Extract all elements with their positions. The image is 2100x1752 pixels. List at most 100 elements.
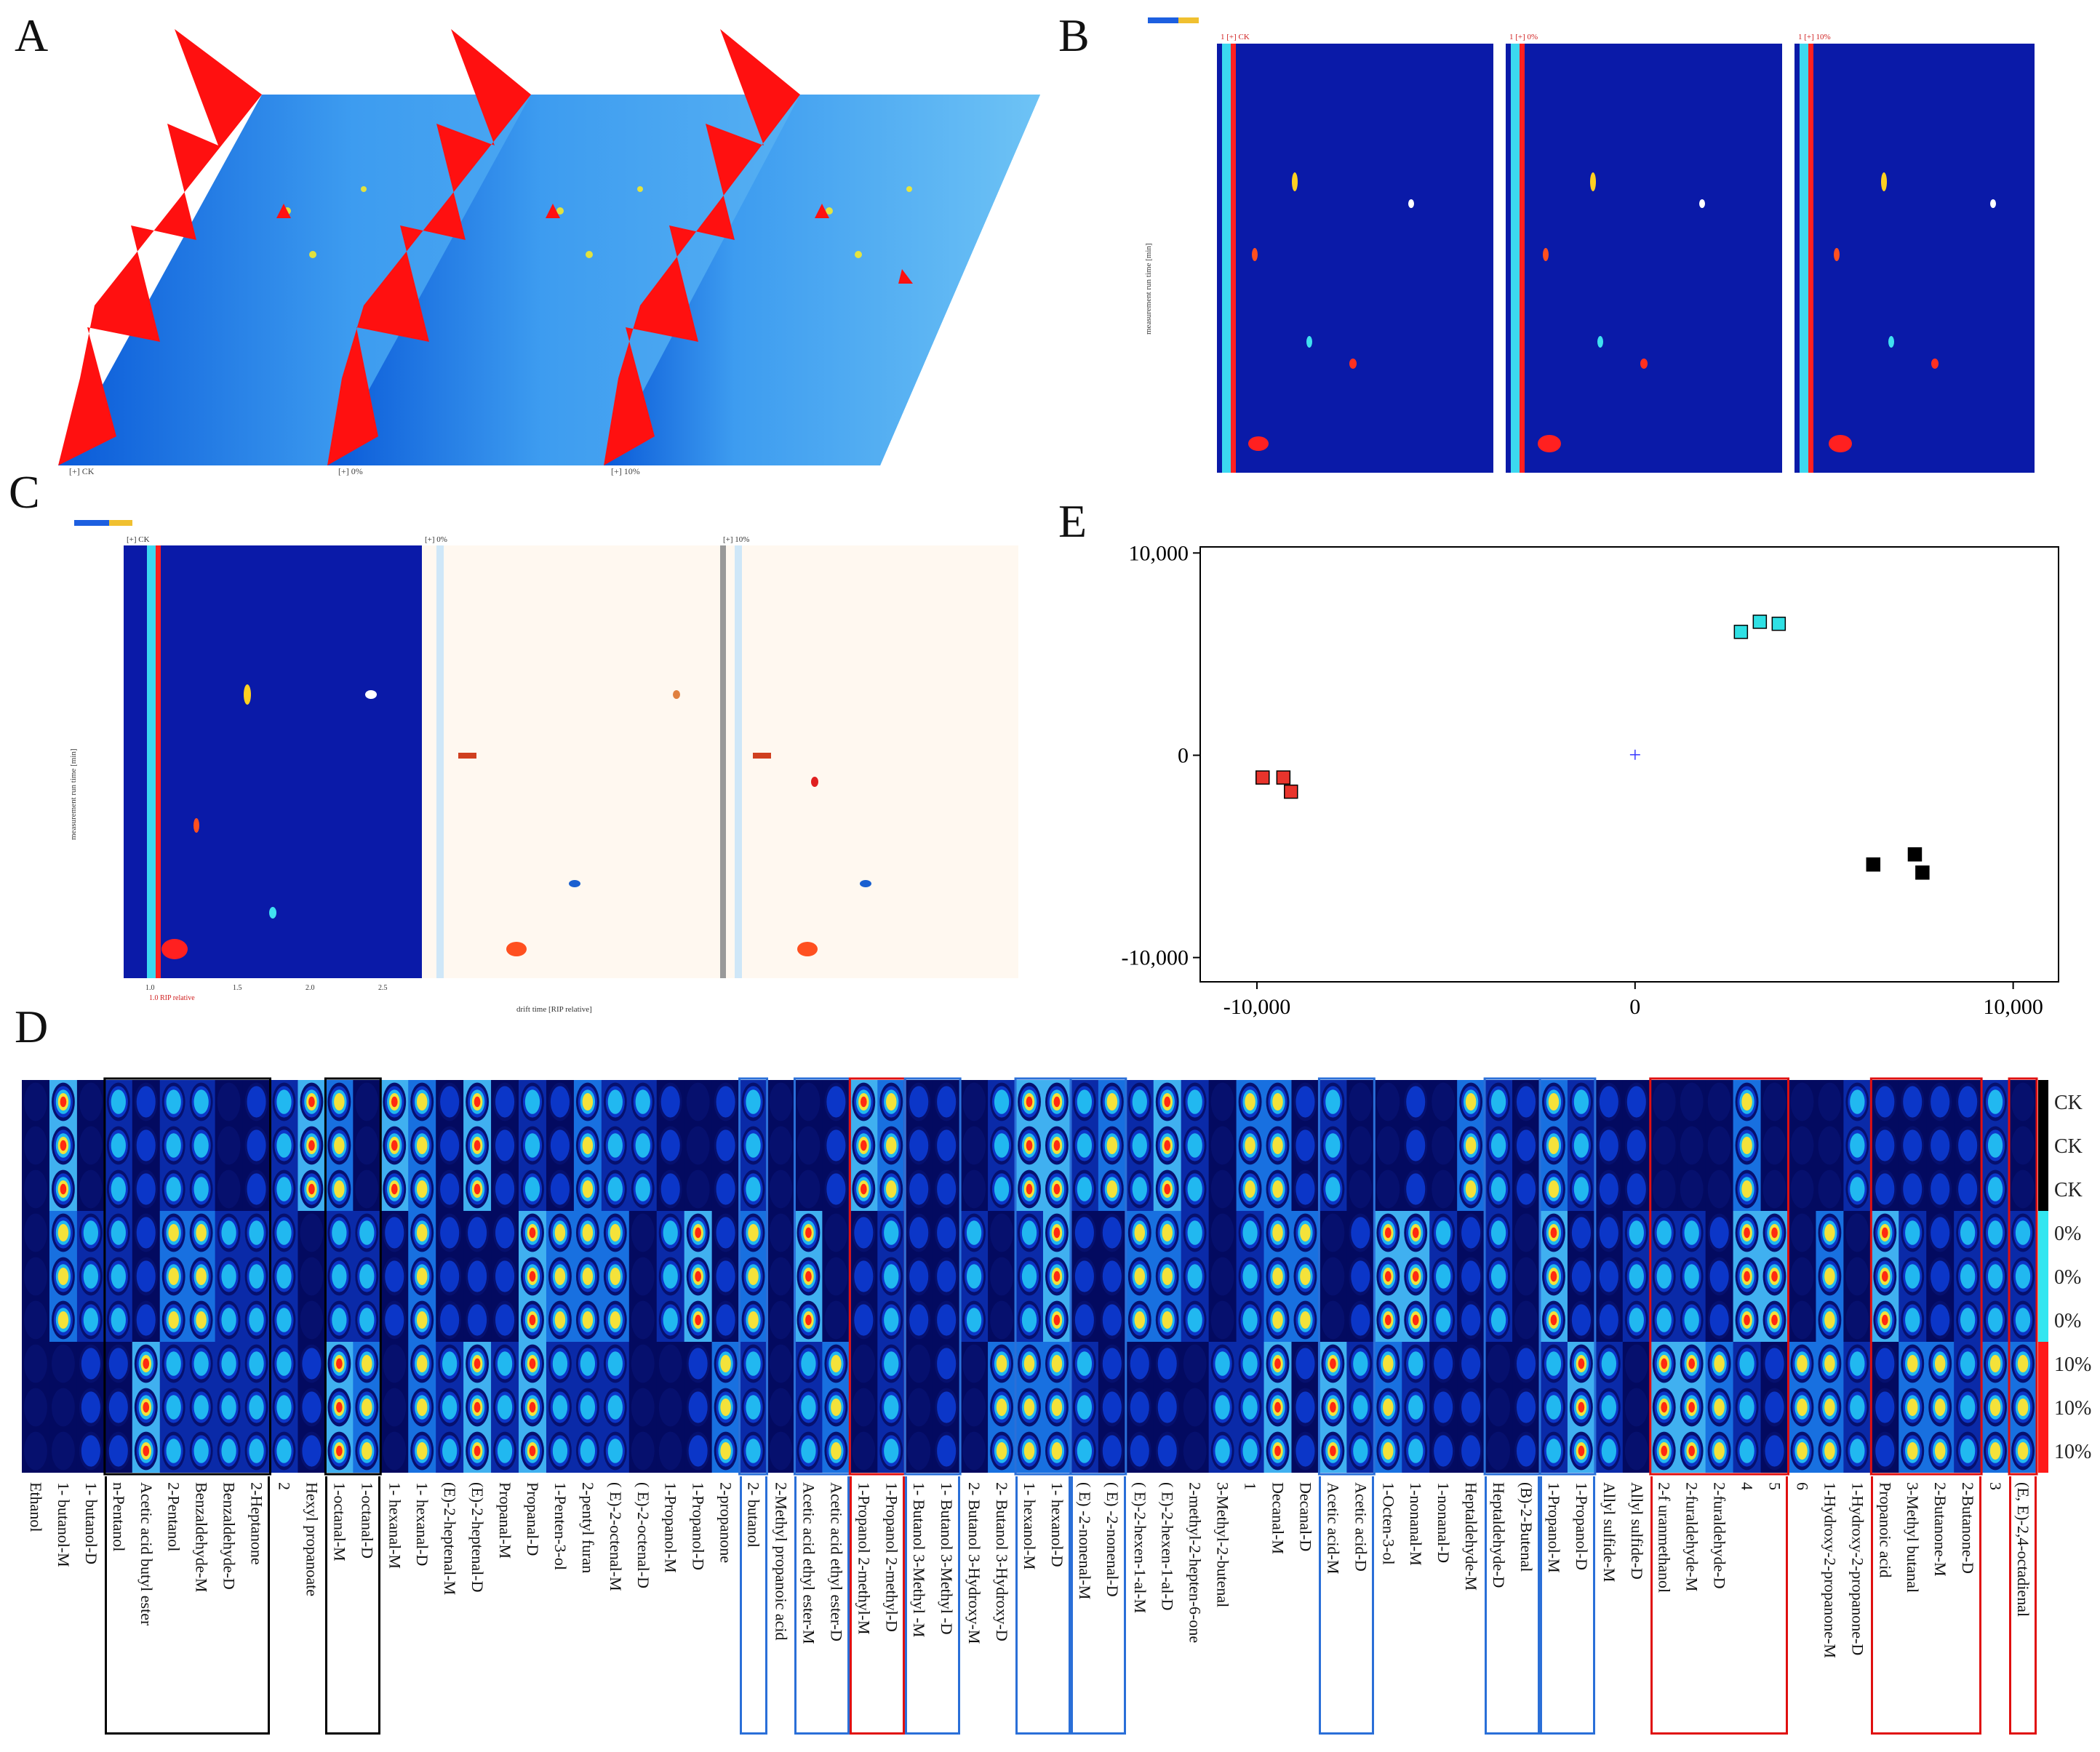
heatmap-spot xyxy=(247,1129,266,1161)
compound-label: 2-Heptanone xyxy=(247,1482,266,1565)
heatmap-spot xyxy=(1461,1435,1481,1467)
heatmap-spot xyxy=(1321,1257,1345,1296)
heatmap-spot xyxy=(1599,1129,1618,1161)
heatmap-spot xyxy=(1578,1401,1585,1413)
heatmap-spot xyxy=(1102,1304,1122,1336)
heatmap-spot xyxy=(746,1133,761,1158)
heatmap-spot xyxy=(1875,1435,1895,1467)
compound-label: Acetic acid butyl ester xyxy=(137,1482,156,1626)
heatmap-spot xyxy=(1432,1169,1456,1209)
heatmap-spot xyxy=(193,1439,209,1463)
heatmap-spot xyxy=(24,1082,47,1121)
group-bar xyxy=(2038,1211,2048,1255)
panel-c-xmarker: 1.0 RIP relative xyxy=(149,994,195,1002)
panel-c-label-ck: [+] CK xyxy=(127,535,150,544)
heatmap-spot xyxy=(1026,1140,1033,1151)
heatmap-spot xyxy=(24,1257,47,1296)
heatmap-spot xyxy=(332,1264,347,1289)
panel-c-label-0pct: [+] 0% xyxy=(425,535,447,544)
heatmap-spot xyxy=(994,1089,1010,1114)
heatmap-spot xyxy=(1242,1439,1258,1463)
heatmap-spot xyxy=(474,1401,481,1413)
heatmap-spot xyxy=(1408,1395,1424,1420)
compound-label: 1-Hydroxy-2-propanone-M xyxy=(1821,1482,1840,1658)
heatmap-spot xyxy=(1739,1351,1754,1376)
heatmap-spot xyxy=(474,1358,481,1369)
heatmap-spot xyxy=(136,1086,156,1118)
heatmap-spot xyxy=(582,1093,594,1111)
heatmap-spot xyxy=(1714,1442,1725,1460)
heatmap-spot xyxy=(497,1439,513,1463)
heatmap-spot xyxy=(610,1224,621,1241)
heatmap-spot xyxy=(1461,1304,1481,1336)
heatmap-spot xyxy=(196,1268,207,1285)
heatmap-spot xyxy=(663,1308,678,1332)
heatmap-spot xyxy=(416,1137,428,1154)
compound-label: 1-nonanal-M xyxy=(1407,1482,1426,1566)
heatmap-spot xyxy=(524,1089,540,1114)
heatmap-spot xyxy=(302,1348,322,1380)
heatmap-spot xyxy=(1824,1355,1835,1372)
heatmap-spot xyxy=(1210,1213,1234,1252)
heatmap-spot xyxy=(1989,1399,2001,1416)
heatmap-spot xyxy=(495,1304,515,1336)
heatmap-spot xyxy=(1272,1093,1283,1111)
heatmap-spot xyxy=(884,1264,899,1289)
heatmap-spot xyxy=(550,1173,570,1205)
heatmap-spot xyxy=(336,1358,343,1369)
heatmap-spot xyxy=(1709,1260,1729,1292)
heatmap-spot xyxy=(81,1435,100,1467)
heatmap-spot xyxy=(610,1311,621,1329)
x-tick-label: -10,000 xyxy=(1223,995,1291,1019)
heatmap-spot xyxy=(1242,1308,1258,1332)
heatmap-spot xyxy=(1626,1173,1646,1205)
heatmap-spot xyxy=(217,1169,241,1209)
heatmap-spot xyxy=(907,1344,931,1383)
heatmap-spot xyxy=(416,1442,428,1460)
heatmap-spot xyxy=(1850,1351,1865,1376)
x-tick-label: 0 xyxy=(1629,995,1640,1019)
heatmap-spot xyxy=(962,1388,986,1427)
compound-label: Allyl sulfide-D xyxy=(1627,1482,1646,1580)
heatmap-spot xyxy=(383,1344,407,1383)
heatmap-spot xyxy=(1818,1082,1842,1121)
heatmap-spot xyxy=(631,1300,655,1340)
heatmap-spot xyxy=(1546,1439,1562,1463)
heatmap-spot xyxy=(1741,1137,1752,1154)
heatmap-spot xyxy=(1903,1086,1923,1118)
heatmap-spot xyxy=(1907,1399,1918,1416)
heatmap-spot xyxy=(1903,1129,1923,1161)
compound-label: 2-pentyl furan xyxy=(578,1482,597,1574)
heatmap-spot xyxy=(1242,1395,1258,1420)
heatmap-spot xyxy=(805,1271,812,1282)
heatmap-spot xyxy=(1903,1173,1923,1205)
heatmap-spot xyxy=(1295,1086,1315,1118)
heatmap-spot xyxy=(1762,1082,1786,1121)
heatmap-spot xyxy=(1601,1351,1616,1376)
heatmap-spot xyxy=(716,1173,735,1205)
heatmap-spot xyxy=(966,1220,982,1245)
heatmap-spot xyxy=(1376,1082,1400,1121)
heatmap-spot xyxy=(24,1344,47,1383)
heatmap-spot xyxy=(1989,1355,2001,1372)
heatmap-spot xyxy=(166,1133,181,1158)
panel-b-ylabel: measurement run time [min] xyxy=(1144,243,1153,335)
heatmap-spot xyxy=(385,1304,404,1336)
heatmap-spot xyxy=(962,1082,986,1121)
heatmap-spot xyxy=(1571,1260,1591,1292)
spectrum-red-peaks xyxy=(276,204,913,284)
heatmap-spot xyxy=(1881,1314,1888,1326)
heatmap-spot xyxy=(497,1351,513,1376)
heatmap-spot xyxy=(1376,1126,1400,1165)
heatmap-spot xyxy=(1680,1126,1704,1165)
heatmap-spot xyxy=(1629,1308,1644,1332)
panel-label-d: D xyxy=(15,1001,49,1052)
heatmap-spot xyxy=(852,1431,876,1471)
heatmap-spot xyxy=(1461,1217,1481,1249)
heatmap-spot xyxy=(416,1180,428,1198)
heatmap-spot xyxy=(716,1217,735,1249)
heatmap-spot xyxy=(852,1388,876,1427)
heatmap-spot xyxy=(1434,1435,1453,1467)
compound-label: 1- Butanol 3-Methyl -M xyxy=(910,1482,929,1638)
heatmap-spot xyxy=(1875,1173,1895,1205)
